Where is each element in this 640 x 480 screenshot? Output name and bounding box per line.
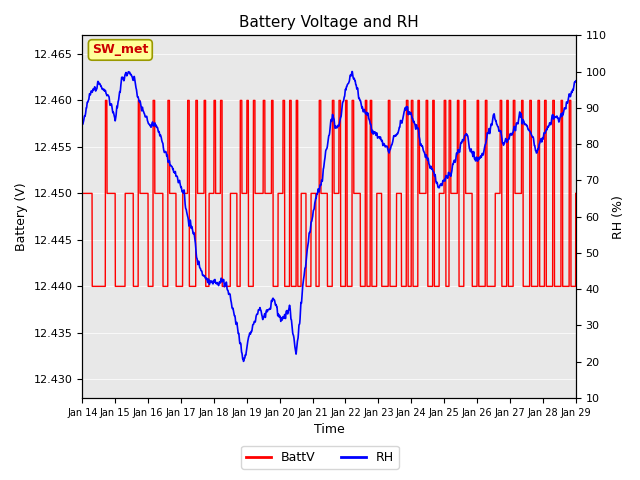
Text: SW_met: SW_met [92, 44, 148, 57]
Y-axis label: RH (%): RH (%) [612, 195, 625, 239]
Title: Battery Voltage and RH: Battery Voltage and RH [239, 15, 419, 30]
Y-axis label: Battery (V): Battery (V) [15, 182, 28, 251]
X-axis label: Time: Time [314, 423, 344, 436]
Legend: BattV, RH: BattV, RH [241, 446, 399, 469]
